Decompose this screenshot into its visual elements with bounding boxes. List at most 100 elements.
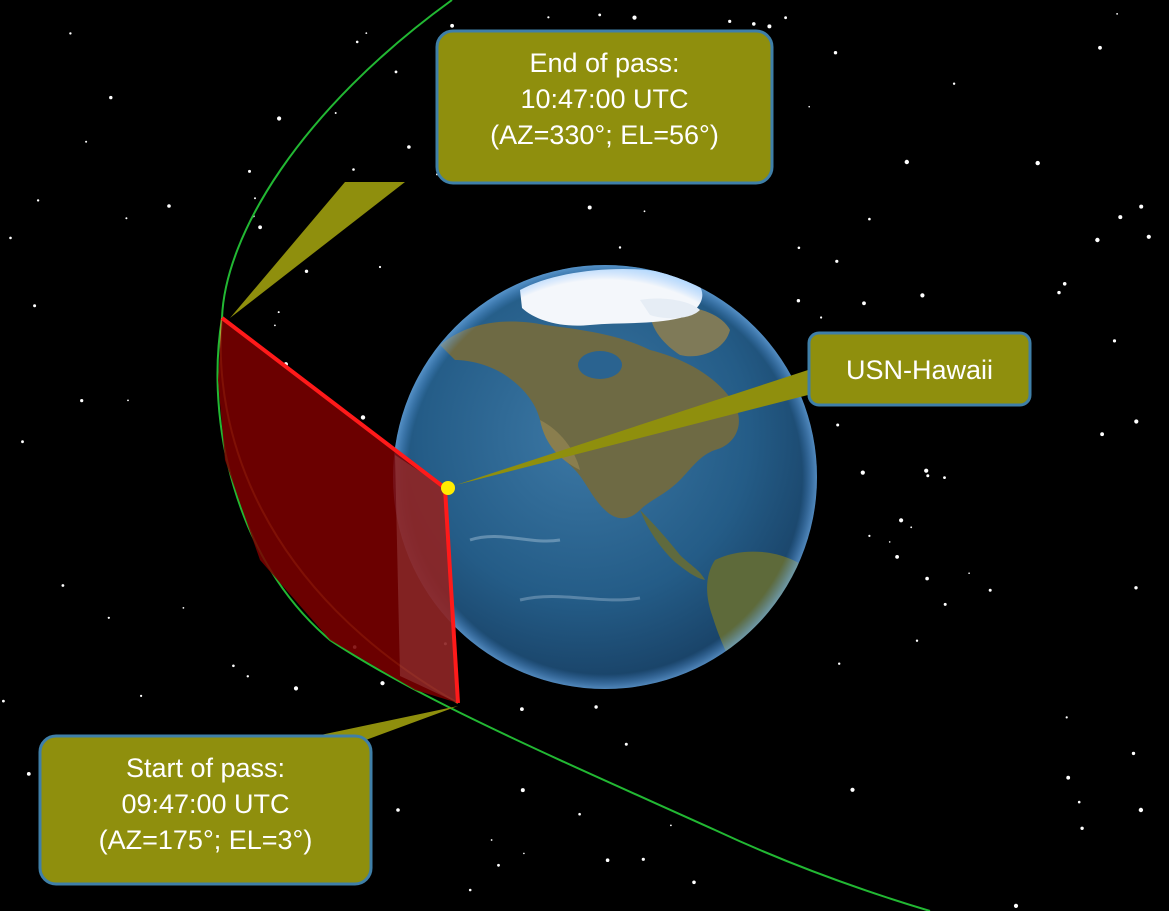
star — [1098, 45, 1102, 50]
star — [1100, 432, 1104, 437]
star — [248, 169, 251, 173]
star — [293, 686, 299, 691]
star — [69, 32, 72, 35]
star — [1134, 586, 1138, 590]
star — [835, 259, 839, 263]
star — [1134, 419, 1139, 424]
star — [850, 787, 855, 792]
star — [378, 265, 382, 269]
star — [304, 269, 309, 273]
star — [641, 857, 645, 861]
star — [1065, 716, 1068, 719]
star — [520, 707, 524, 711]
star — [246, 675, 249, 678]
end-of-pass-title: End of pass: — [529, 48, 680, 78]
star — [784, 16, 787, 20]
star — [61, 584, 65, 587]
star — [21, 440, 24, 444]
star — [860, 470, 865, 475]
star — [925, 576, 929, 581]
star — [407, 145, 411, 149]
star — [232, 664, 235, 668]
end-of-pass-label: End of pass: 10:47:00 UTC (AZ=330°; EL=5… — [437, 45, 772, 153]
star — [277, 311, 280, 314]
end-of-pass-angles: (AZ=330°; EL=56°) — [490, 120, 719, 150]
star — [352, 168, 355, 171]
star — [26, 772, 31, 776]
star — [109, 95, 113, 100]
star — [952, 82, 956, 85]
star — [1131, 751, 1136, 756]
star — [107, 616, 110, 619]
star — [618, 246, 622, 249]
star — [394, 70, 398, 74]
star — [33, 304, 37, 308]
star — [80, 399, 84, 403]
ground-station-name: USN-Hawaii — [845, 355, 994, 385]
start-of-pass-label: Start of pass: 09:47:00 UTC (AZ=175°; EL… — [40, 750, 371, 858]
star — [274, 324, 276, 327]
star — [1080, 826, 1084, 830]
pass-end-line — [220, 316, 447, 490]
start-of-pass-callout — [38, 706, 458, 886]
star — [1139, 204, 1144, 209]
star — [692, 880, 696, 885]
star — [360, 415, 366, 420]
star — [1146, 234, 1151, 239]
star — [943, 476, 946, 479]
star — [594, 705, 598, 709]
star — [396, 808, 400, 812]
star — [520, 788, 525, 793]
star — [1066, 775, 1071, 780]
star — [254, 197, 256, 200]
star — [838, 662, 841, 665]
star — [1062, 282, 1067, 286]
star — [125, 217, 128, 220]
star — [926, 474, 930, 478]
star — [868, 217, 871, 221]
star — [1077, 800, 1081, 804]
star — [796, 299, 801, 303]
star — [862, 301, 866, 306]
star — [167, 204, 171, 208]
end-of-pass-callout — [230, 29, 774, 318]
star — [888, 541, 891, 543]
ground-station-label: USN-Hawaii — [809, 352, 1030, 388]
star — [182, 607, 185, 609]
star — [632, 15, 637, 20]
star — [127, 399, 129, 402]
start-of-pass-time: 09:47:00 UTC — [121, 789, 290, 819]
star — [140, 694, 143, 698]
star — [547, 16, 550, 19]
star — [605, 858, 610, 862]
start-of-pass-angles: (AZ=175°; EL=3°) — [98, 825, 313, 855]
star — [728, 19, 732, 23]
star — [670, 824, 672, 827]
star — [904, 159, 909, 165]
star — [820, 316, 823, 319]
star — [752, 22, 756, 26]
star — [915, 639, 919, 642]
star — [1116, 13, 1118, 15]
star — [643, 210, 646, 213]
star — [380, 681, 385, 686]
star — [2, 699, 5, 703]
star — [598, 13, 602, 17]
star — [587, 205, 592, 210]
star — [899, 518, 904, 523]
star — [988, 588, 992, 592]
star — [523, 852, 525, 855]
star — [450, 23, 454, 28]
star — [808, 105, 810, 108]
star — [920, 293, 925, 298]
star — [836, 423, 840, 427]
star — [910, 526, 913, 529]
star — [85, 140, 88, 143]
star — [767, 24, 772, 29]
star — [36, 199, 40, 202]
star — [468, 888, 472, 892]
star — [497, 863, 500, 867]
star — [1095, 237, 1100, 243]
end-of-pass-time: 10:47:00 UTC — [520, 84, 689, 114]
